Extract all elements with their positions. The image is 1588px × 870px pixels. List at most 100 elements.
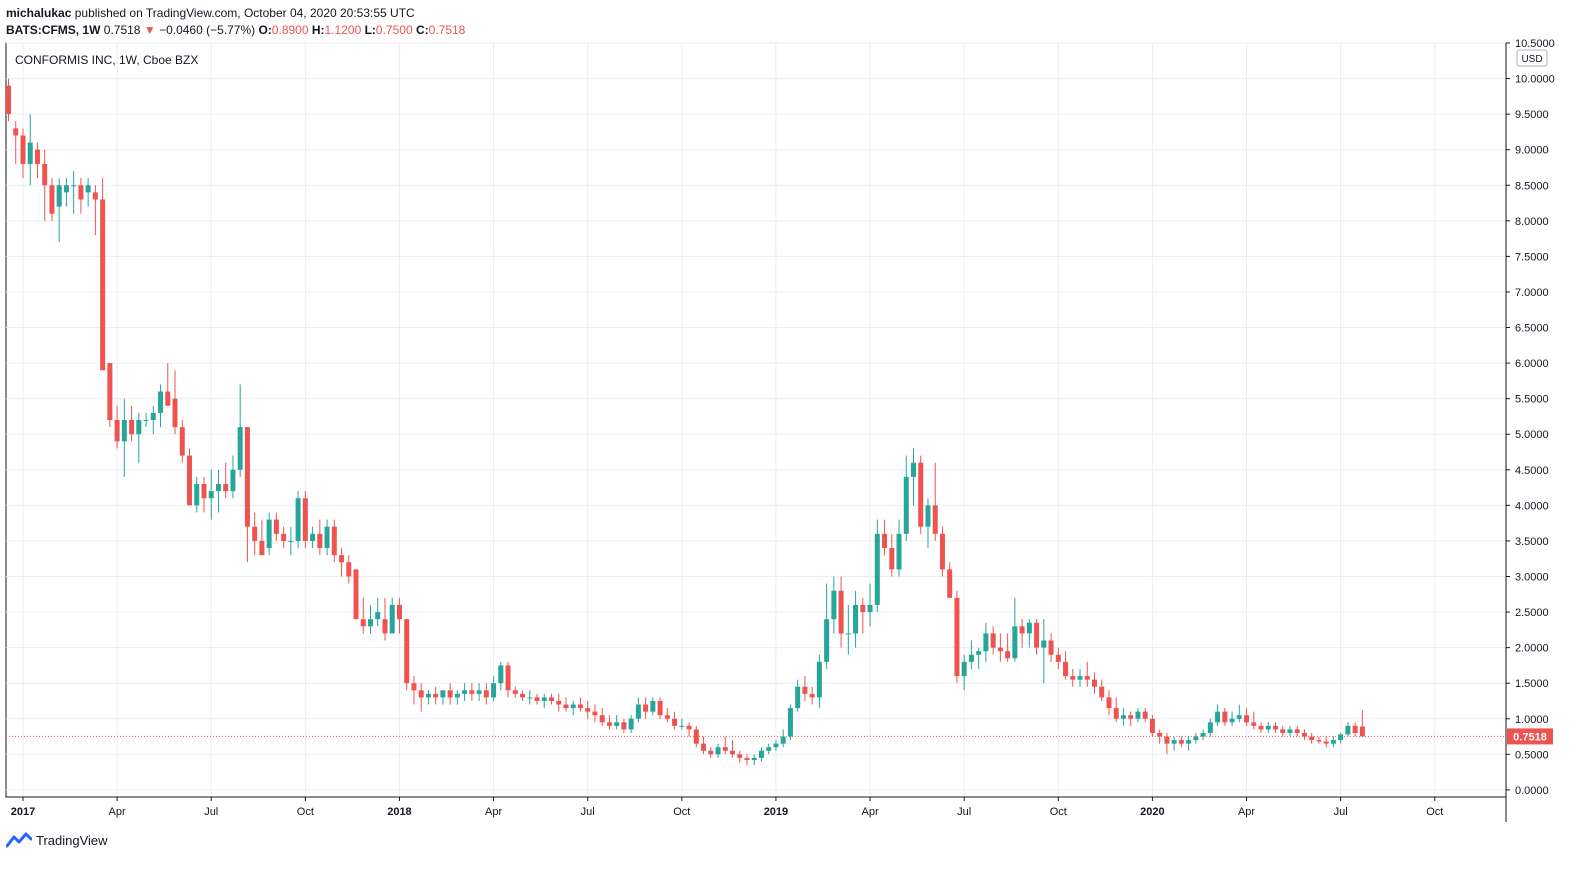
- candle-body: [454, 693, 460, 698]
- candle-body: [483, 690, 489, 698]
- candle-body: [244, 427, 250, 527]
- candle-body: [1323, 741, 1329, 744]
- candle-body: [266, 519, 272, 549]
- plot-frame: [5, 42, 1507, 798]
- candle-body: [92, 192, 98, 200]
- currency-box: [1516, 49, 1548, 67]
- candle-body: [56, 185, 62, 207]
- candle-body: [824, 619, 830, 662]
- candle-body: [433, 693, 439, 698]
- candle-body: [1099, 686, 1105, 698]
- candle-body: [773, 743, 779, 748]
- candle-body: [577, 704, 583, 709]
- candle-body: [795, 686, 801, 709]
- candle-body: [1316, 740, 1322, 742]
- candle-body: [462, 690, 468, 694]
- y-tick-label: 7.0000: [1515, 287, 1549, 299]
- candle-body: [816, 661, 822, 698]
- x-tick-label: Oct: [1426, 806, 1443, 818]
- price-change: −0.0460 (−5.77%): [159, 23, 256, 37]
- candle-body: [621, 722, 627, 730]
- candle-body: [1092, 679, 1097, 687]
- y-tick-label: 7.5000: [1515, 251, 1549, 263]
- down-arrow-icon: ▼: [143, 23, 156, 37]
- candle-body: [382, 619, 388, 634]
- candle-body: [1070, 676, 1076, 680]
- candle-body: [672, 718, 678, 726]
- candle-body: [1120, 715, 1126, 719]
- y-tick-label: 3.5000: [1515, 536, 1549, 548]
- candles-group: [6, 78, 1365, 765]
- candle-body: [744, 757, 750, 761]
- candle-body: [208, 491, 214, 499]
- y-tick-label: 0.0000: [1515, 785, 1549, 797]
- candle-body: [1345, 725, 1351, 735]
- candle-body: [310, 533, 316, 541]
- candle-body: [179, 427, 185, 456]
- candle-body: [730, 750, 735, 755]
- candle-body: [237, 427, 243, 470]
- close-value: 0.7518: [428, 23, 466, 37]
- candle-body: [1207, 722, 1213, 733]
- candle-body: [440, 690, 446, 698]
- candle-body: [447, 690, 453, 698]
- candle-body: [831, 590, 837, 620]
- candle-body: [1359, 726, 1365, 737]
- candle-body: [1193, 736, 1199, 741]
- currency-label: USD: [1521, 54, 1542, 65]
- candle-body: [1338, 734, 1344, 741]
- low-label: L:: [364, 23, 376, 37]
- candle-body: [896, 533, 902, 570]
- candle-body: [1236, 715, 1242, 719]
- candle-body: [643, 704, 649, 712]
- candle-body: [63, 185, 69, 193]
- candle-body: [802, 686, 808, 694]
- footer-brand[interactable]: TradingView: [6, 832, 108, 848]
- ohlc-line: BATS:CFMS, 1W 0.7518 ▼ −0.0460 (−5.77%) …: [6, 22, 465, 39]
- candle-body: [20, 135, 26, 164]
- candle-body: [375, 612, 381, 620]
- candle-body: [1273, 725, 1278, 730]
- y-tick-label: 2.5000: [1515, 607, 1549, 619]
- candle-body: [657, 700, 663, 716]
- candle-body: [512, 690, 518, 694]
- candle-body: [954, 597, 960, 677]
- open-label: O:: [258, 23, 272, 37]
- x-tick-label: Apr: [861, 806, 878, 818]
- candle-body: [614, 722, 620, 726]
- candle-body: [1186, 740, 1192, 744]
- candle-body: [932, 505, 938, 534]
- candle-body: [722, 747, 728, 751]
- candle-body: [918, 462, 924, 527]
- author-name[interactable]: michalukac: [6, 6, 72, 20]
- candle-body: [331, 526, 337, 556]
- candle-body: [592, 711, 598, 716]
- y-tick-label: 2.0000: [1515, 643, 1549, 655]
- candle-body: [129, 420, 135, 435]
- candle-body: [737, 754, 743, 758]
- candle-body: [491, 683, 497, 698]
- y-tick-label: 9.5000: [1515, 109, 1549, 121]
- candle-body: [107, 363, 113, 420]
- candle-body: [758, 750, 764, 758]
- candle-body: [556, 700, 562, 705]
- candle-body: [187, 455, 192, 506]
- y-tick-label: 3.0000: [1515, 571, 1549, 583]
- candle-body: [961, 661, 967, 677]
- candle-body: [404, 619, 410, 684]
- x-tick-label: Apr: [485, 806, 502, 818]
- open-value: 0.8900: [271, 23, 309, 37]
- candle-body: [585, 708, 591, 712]
- candle-body: [1077, 676, 1083, 680]
- y-tick-label: 6.5000: [1515, 323, 1549, 335]
- candle-body: [1048, 640, 1054, 655]
- candle-body: [549, 697, 554, 701]
- candle-body: [1005, 651, 1011, 659]
- candle-body: [353, 569, 359, 620]
- candle-body: [1244, 715, 1250, 723]
- candle-body: [498, 665, 504, 684]
- candle-body: [780, 736, 786, 744]
- candle-body: [418, 690, 424, 698]
- candle-body: [302, 498, 308, 541]
